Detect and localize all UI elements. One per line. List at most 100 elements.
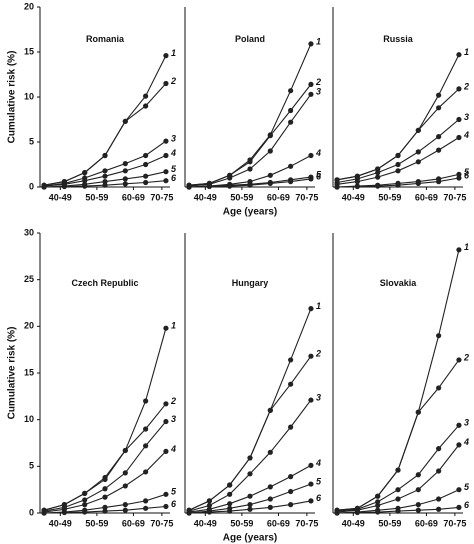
data-point — [267, 504, 273, 510]
data-point — [247, 493, 253, 499]
data-point — [436, 179, 442, 185]
data-point — [456, 171, 462, 177]
data-point — [415, 472, 421, 478]
data-point — [456, 487, 462, 493]
series-label: 1 — [316, 36, 321, 46]
data-point — [456, 175, 462, 181]
y-tick-label: 10 — [24, 91, 34, 101]
data-point — [227, 501, 233, 507]
x-tick-label: 40-49 — [49, 518, 72, 528]
data-point — [82, 178, 88, 184]
series-label: 1 — [464, 47, 469, 57]
data-point — [456, 86, 462, 92]
data-point — [354, 179, 360, 185]
data-point — [395, 182, 401, 188]
series-label: 1 — [316, 301, 321, 311]
series-label: 2 — [315, 349, 321, 359]
y-tick-label: 15 — [24, 46, 34, 56]
data-point — [375, 166, 381, 172]
data-point — [308, 462, 314, 468]
panel-title: Russia — [383, 34, 414, 44]
data-point — [288, 88, 294, 94]
panel-title: Hungary — [232, 278, 269, 288]
data-point — [288, 474, 294, 480]
data-point — [334, 184, 340, 190]
series-label: 3 — [464, 418, 469, 428]
data-point — [436, 333, 442, 339]
data-point — [61, 509, 67, 516]
data-point — [375, 183, 381, 189]
series-label: 5 — [464, 167, 470, 177]
series-label: 4 — [315, 148, 321, 158]
x-tick-label: 50-59 — [230, 192, 253, 202]
x-tick-label: 70-75 — [443, 192, 466, 202]
series-label: 3 — [171, 414, 176, 424]
data-point — [163, 152, 169, 159]
x-tick-label: 60-69 — [415, 518, 438, 528]
x-tick-label: 50-59 — [230, 518, 253, 528]
data-point — [122, 118, 128, 124]
data-point — [143, 173, 149, 179]
data-point — [267, 172, 273, 178]
x-tick-label: 70-75 — [150, 192, 173, 202]
series-label: 5 — [171, 164, 177, 174]
series-label: 6 — [171, 173, 177, 183]
series-label: 2 — [463, 81, 469, 91]
data-point — [143, 161, 149, 168]
x-tick-label: 70-75 — [295, 192, 318, 202]
data-point — [143, 93, 149, 99]
x-tick-label: 60-69 — [267, 192, 290, 202]
data-point — [186, 184, 192, 190]
series-line — [337, 54, 460, 181]
data-point — [267, 133, 273, 139]
series-label: 1 — [171, 321, 176, 331]
data-point — [102, 486, 108, 492]
data-point — [456, 134, 462, 141]
data-point — [308, 498, 314, 504]
data-point — [41, 510, 47, 516]
series-label: 6 — [316, 171, 322, 181]
x-tick-label: 40-49 — [194, 518, 217, 528]
data-point — [163, 448, 169, 454]
data-point — [143, 469, 149, 475]
data-point — [163, 53, 169, 59]
data-point — [288, 381, 294, 387]
series-label: 5 — [316, 476, 322, 486]
data-point — [247, 455, 253, 461]
x-tick-label: 60-69 — [267, 518, 290, 528]
data-point — [395, 496, 401, 502]
data-point — [82, 490, 88, 496]
data-point — [247, 502, 253, 508]
data-point — [82, 497, 88, 503]
data-point — [143, 152, 149, 159]
series-label: 1 — [464, 242, 469, 252]
data-point — [308, 397, 314, 403]
data-point — [163, 178, 169, 184]
data-point — [163, 503, 169, 510]
data-point — [308, 306, 314, 312]
x-tick-label: 40-49 — [342, 192, 365, 202]
x-axis-label: Age (years) — [223, 207, 277, 218]
data-point — [288, 179, 294, 185]
y-tick-label: 10 — [24, 414, 34, 424]
series-label: 3 — [316, 87, 321, 97]
data-point — [122, 470, 128, 476]
data-point — [375, 502, 381, 509]
data-point — [415, 127, 421, 133]
series-label: 3 — [464, 112, 469, 122]
data-point — [163, 418, 169, 425]
data-point — [143, 498, 149, 504]
x-tick-label: 40-49 — [49, 192, 72, 202]
data-point — [163, 138, 169, 144]
series-label: 2 — [170, 396, 176, 406]
y-tick-label: 5 — [29, 461, 34, 471]
data-point — [122, 483, 128, 489]
data-point — [308, 176, 314, 182]
data-point — [415, 409, 421, 415]
data-point — [288, 424, 294, 430]
data-point — [143, 398, 149, 404]
data-point — [61, 183, 67, 190]
data-point — [143, 505, 149, 511]
data-point — [247, 166, 253, 172]
x-tick-label: 70-75 — [150, 518, 173, 528]
